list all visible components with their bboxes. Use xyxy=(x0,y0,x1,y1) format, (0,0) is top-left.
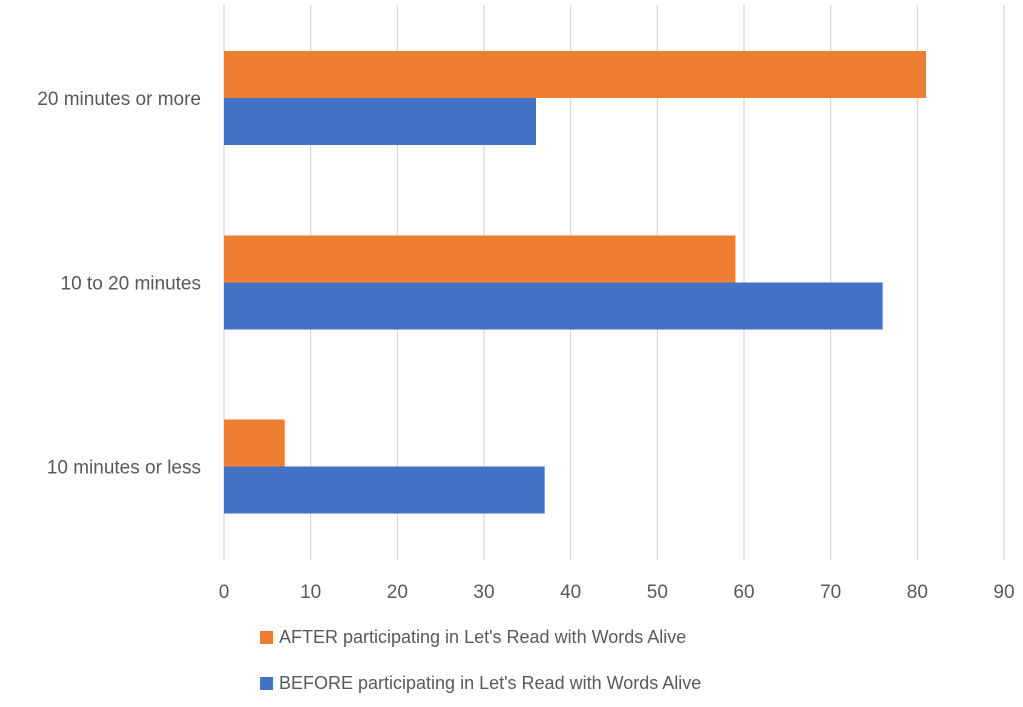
bar-after xyxy=(224,235,736,283)
bar-after xyxy=(224,419,285,467)
bar-before xyxy=(224,98,536,145)
x-tick-label: 0 xyxy=(219,582,230,603)
x-tick-label: 80 xyxy=(907,582,928,603)
x-tick-label: 70 xyxy=(820,582,841,603)
category-label: 20 minutes or more xyxy=(37,89,201,110)
legend-label: AFTER participating in Let's Read with W… xyxy=(279,627,686,647)
x-tick-label: 20 xyxy=(387,582,408,603)
category-labels: 10 minutes or less 10 to 20 minutes 20 min… xyxy=(37,89,201,479)
legend-label: BEFORE participating in Let's Read with … xyxy=(279,673,701,693)
category-label: 10 to 20 minutes xyxy=(61,274,201,295)
category-label: 10 minutes or less xyxy=(47,458,201,479)
bar-after xyxy=(224,51,926,98)
legend: AFTER participating in Let's Read with W… xyxy=(260,627,701,693)
legend-swatch xyxy=(260,631,273,644)
x-tick-label: 10 xyxy=(300,582,321,603)
x-tick-label: 60 xyxy=(733,582,754,603)
x-tick-label: 50 xyxy=(647,582,668,603)
x-axis-tick-labels: 0 10 20 30 40 50 60 70 80 90 xyxy=(219,582,1015,603)
bar-before xyxy=(224,282,883,330)
x-tick-label: 30 xyxy=(473,582,494,603)
x-tick-label: 90 xyxy=(993,582,1014,603)
bar-before xyxy=(224,466,545,514)
x-tick-label: 40 xyxy=(560,582,581,603)
legend-swatch xyxy=(260,677,273,690)
bars xyxy=(224,51,926,514)
